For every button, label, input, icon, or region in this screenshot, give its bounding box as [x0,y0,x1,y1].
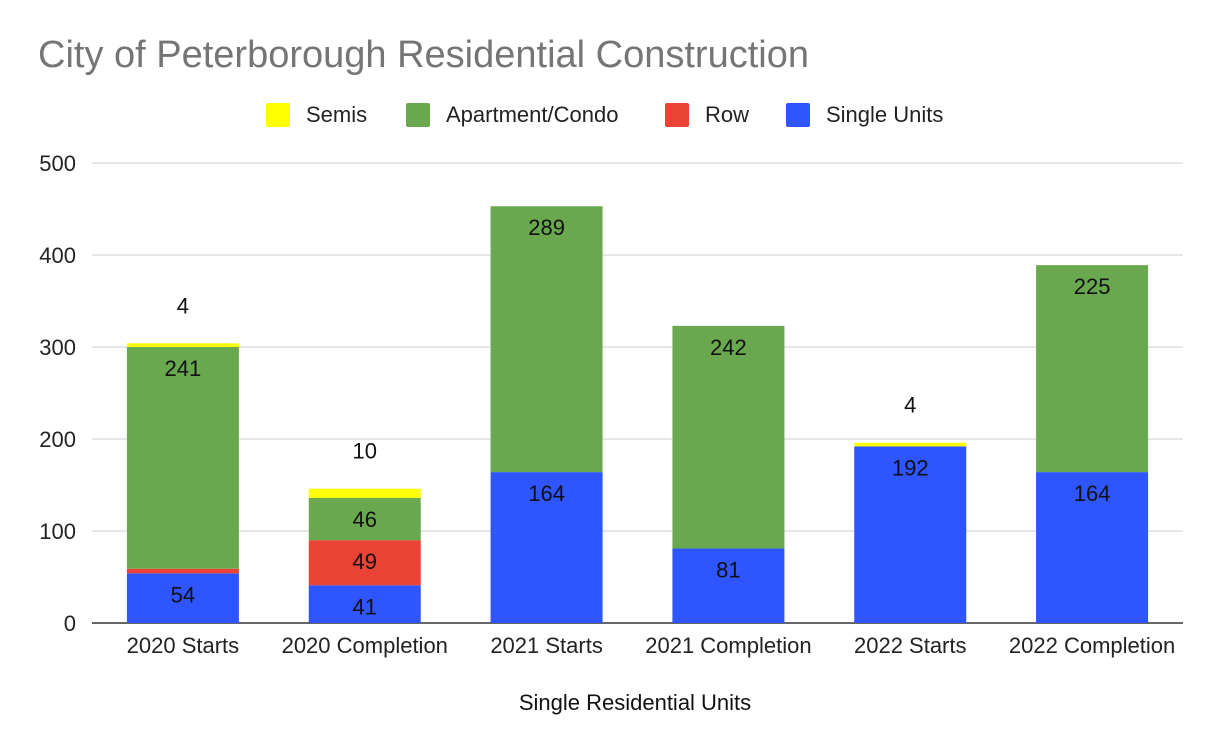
bar-semis-0 [126,343,239,347]
x-tick-label-4: 2022 Starts [854,633,967,658]
legend-swatch-row [665,103,689,127]
legend-swatch-apartment [406,103,430,127]
y-tick-label-400: 400 [39,243,76,268]
legend-label-single: Single Units [826,102,944,127]
legend-item-single: Single Units [786,100,943,130]
data-label-single-units-2: 164 [528,481,565,506]
x-tick-label-2: 2021 Starts [490,633,603,658]
chart-title: City of Peterborough Residential Constru… [38,34,809,76]
legend-item-row: Row [665,100,749,130]
data-label-semis-0: 4 [177,293,189,318]
data-label-apartment-condo-0: 241 [165,356,202,381]
y-tick-label-200: 200 [39,427,76,452]
legend-swatch-semis [266,103,290,127]
x-tick-label-0: 2020 Starts [127,633,240,658]
data-label-row-1: 49 [353,549,377,574]
bar-apartment-condo-5 [1036,265,1149,473]
x-axis-label: Single Residential Units [518,690,752,715]
legend-swatch-single [786,103,810,127]
bar-apartment-condo-1 [308,497,421,541]
bar-single-units-0 [126,573,239,623]
bar-apartment-condo-0 [126,347,239,569]
bar-semis-4 [854,442,967,447]
y-tick-label-0: 0 [64,611,76,636]
data-label-single-units-1: 41 [353,594,377,619]
data-label-single-units-0: 54 [171,582,195,607]
bar-single-units-2 [490,472,603,623]
data-label-semis-4: 4 [904,393,916,418]
x-tick-label-1: 2020 Completion [282,633,448,658]
x-tick-label-5: 2022 Completion [1009,633,1175,658]
bar-single-units-4 [854,446,967,623]
bar-row-0 [126,568,239,574]
bar-single-units-5 [1036,472,1149,623]
legend-label-row: Row [705,102,750,127]
bar-semis-1 [308,488,421,498]
data-label-semis-1: 10 [353,439,377,464]
data-label-single-units-5: 164 [1074,481,1111,506]
legend-item-apartment: Apartment/Condo [406,100,618,130]
y-tick-label-100: 100 [39,519,76,544]
bar-row-1 [308,540,421,586]
y-tick-label-300: 300 [39,335,76,360]
data-label-apartment-condo-2: 289 [528,215,565,240]
data-label-single-units-3: 81 [716,557,740,582]
x-tick-label-3: 2021 Completion [645,633,811,658]
legend-item-semis: Semis [266,100,367,130]
bar-apartment-condo-3 [672,325,785,549]
data-label-apartment-condo-1: 46 [353,507,377,532]
legend-label-semis: Semis [306,102,368,127]
legend-label-apartment: Apartment/Condo [446,102,619,127]
y-tick-label-500: 500 [39,151,76,176]
data-label-apartment-condo-5: 225 [1074,274,1111,299]
bar-single-units-1 [308,585,421,623]
bar-apartment-condo-2 [490,206,603,473]
data-label-single-units-4: 192 [892,455,929,480]
data-label-apartment-condo-3: 242 [710,335,747,360]
legend: Semis Apartment/Condo Row Single Units [0,100,1220,130]
bar-single-units-3 [672,548,785,623]
